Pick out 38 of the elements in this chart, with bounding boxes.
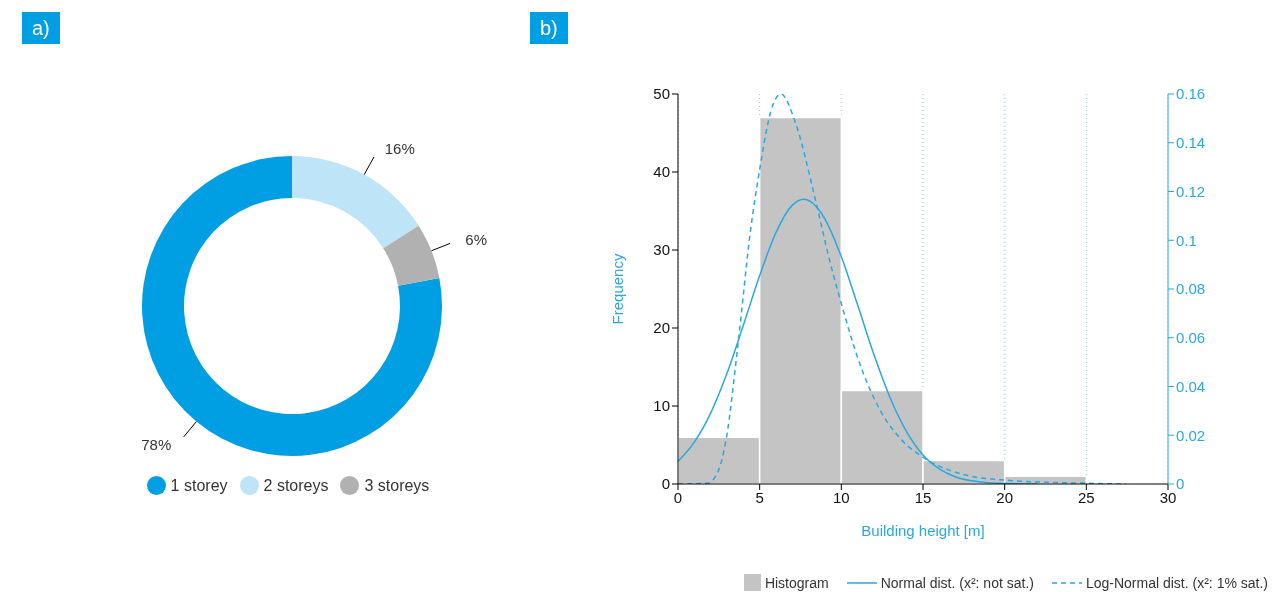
y-tick-label: 0 — [661, 475, 670, 493]
donut-slice — [292, 156, 419, 249]
y-tick-label: 50 — [653, 85, 670, 103]
legend-label: 1 storey — [170, 476, 228, 495]
chart-title: a) — [22, 12, 60, 44]
legend-label: 3 storeys — [364, 476, 430, 495]
legend-label: Histogram — [764, 574, 829, 591]
y-tick-label: 20 — [653, 319, 670, 337]
legend-label: 2 storeys — [263, 476, 329, 495]
donut-slice — [142, 156, 442, 456]
y-tick-label: 30 — [653, 241, 670, 259]
y2-tick-label: 0.08 — [1176, 280, 1206, 298]
x-tick-label: 20 — [996, 488, 1014, 506]
y-tick-label: 40 — [653, 163, 670, 181]
y-tick-label: 10 — [653, 397, 670, 415]
x-tick-label: 0 — [673, 488, 683, 506]
donut-slice — [383, 225, 440, 286]
y2-tick-label: 0.1 — [1176, 231, 1197, 249]
x-tick-label: 30 — [1159, 488, 1177, 506]
y2-tick-label: 0.14 — [1176, 134, 1206, 152]
data-label: 16% — [384, 139, 415, 157]
y2-tick-label: 0.06 — [1176, 329, 1206, 347]
x-tick-label: 10 — [832, 488, 850, 506]
y2-tick-label: 0.12 — [1176, 182, 1206, 200]
y2-tick-label: 0.16 — [1176, 85, 1206, 103]
x-tick-label: 25 — [1077, 488, 1095, 506]
y2-tick-label: 0.02 — [1176, 426, 1206, 444]
y2-tick-label: 0.04 — [1176, 377, 1206, 395]
data-label: 78% — [141, 436, 172, 454]
data-label: 6% — [465, 231, 488, 249]
legend-label: Normal dist. (x²: not sat.) — [880, 574, 1034, 591]
x-axis-title: Building height [m] — [861, 522, 985, 539]
legend-label: Log-Normal dist. (x²: 1% sat.) — [1085, 574, 1268, 591]
y-axis-title: Frequency — [609, 253, 627, 325]
y2-tick-label: 0 — [1176, 475, 1185, 493]
chart-title: b) — [530, 12, 568, 44]
x-tick-label: 15 — [914, 488, 932, 506]
x-tick-label: 5 — [755, 488, 764, 506]
